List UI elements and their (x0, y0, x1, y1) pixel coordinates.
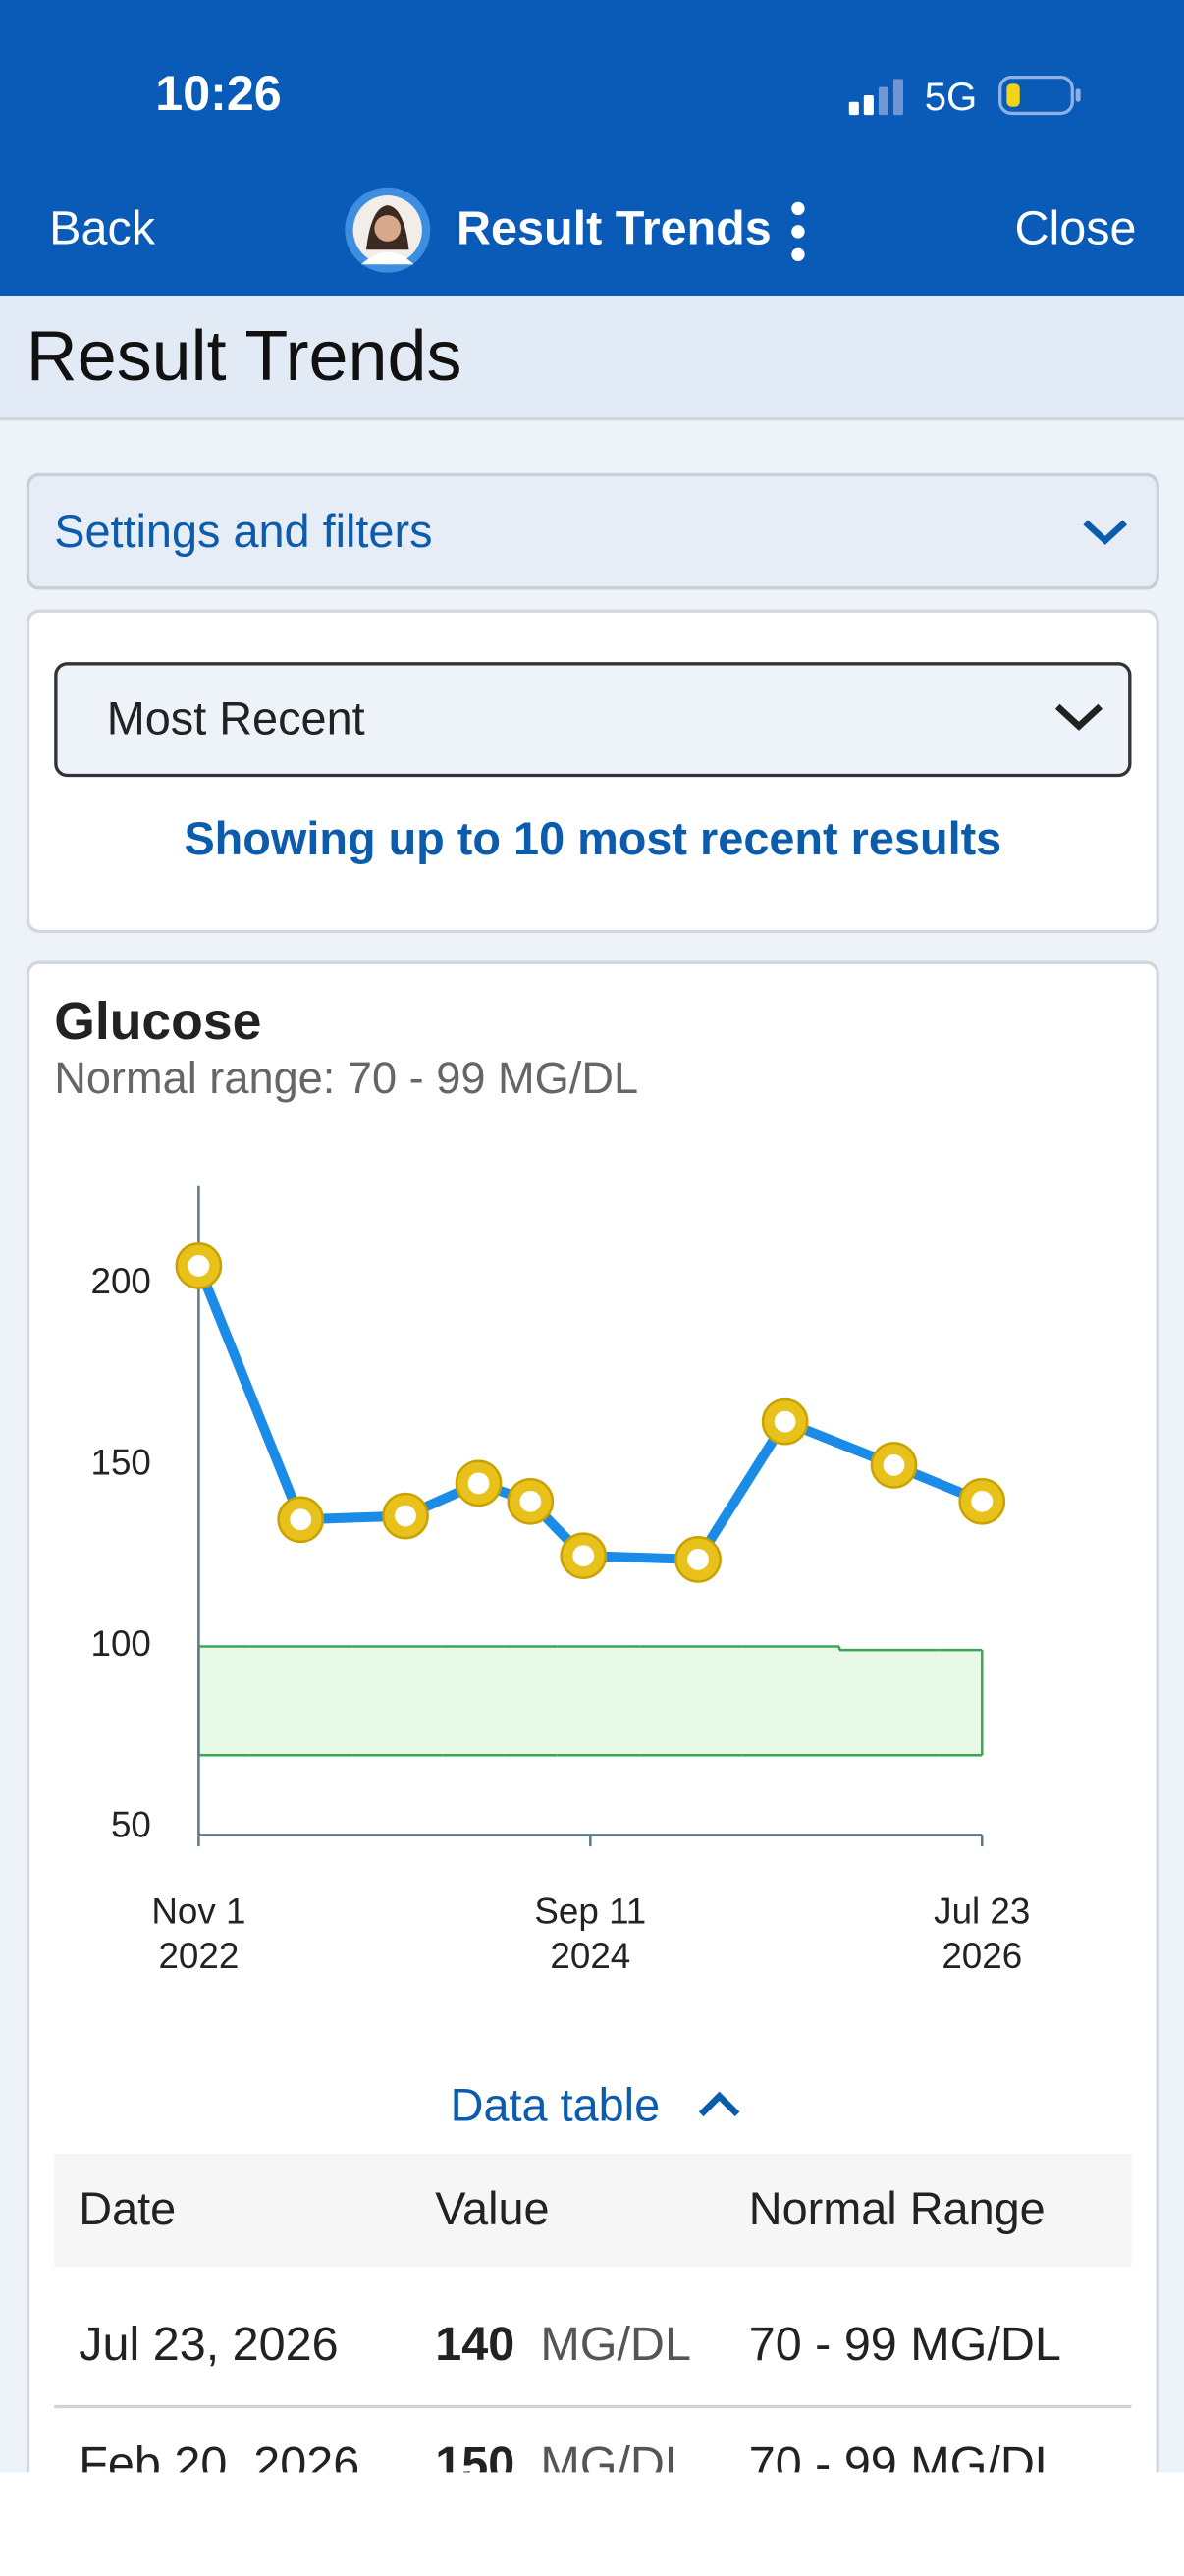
column-header: Value (435, 2183, 550, 2234)
data-point-edge (761, 1398, 809, 1446)
chevron-up (698, 2091, 740, 2117)
more-menu[interactable] (785, 200, 812, 263)
data-point (675, 1537, 721, 1582)
battery-icon (998, 75, 1081, 116)
clock: 10:26 (155, 67, 282, 122)
data-point-edge (277, 1496, 325, 1544)
cell-range: 70 - 99 MG/DL (748, 2319, 1061, 2372)
normal-band (442, 1646, 505, 1756)
normal-band (557, 1646, 641, 1756)
y-tick-label: 50 (111, 1805, 151, 1845)
title-bar (0, 296, 1184, 421)
back-button[interactable]: Back (49, 202, 156, 256)
chart: 50 100 150 200 (91, 1185, 1006, 1847)
data-point (508, 1479, 553, 1524)
data-point-edge (560, 1532, 608, 1580)
x-tick-label: Jul 23 2026 (934, 1891, 1031, 1977)
app: 10:26 5G Back Result Trends Close Result… (0, 0, 1184, 2473)
data-point (561, 1533, 606, 1578)
network: 5G (924, 75, 978, 121)
chevron-down (1054, 703, 1103, 731)
data-point-edge (507, 1477, 555, 1525)
normal-band (504, 1646, 558, 1756)
cell-value: 150 (435, 2439, 515, 2473)
cell-unit: MG/DL (540, 2439, 691, 2473)
normal-band (741, 1646, 840, 1756)
close-button[interactable]: Close (1014, 202, 1137, 256)
data-point (959, 1479, 1004, 1524)
x-tick-label: Nov 1 2022 (151, 1891, 246, 1977)
settings-label[interactable]: Settings and filters (54, 506, 433, 558)
data-point-edge (382, 1492, 429, 1540)
normal-band (938, 1650, 983, 1756)
signal-icon (848, 79, 903, 116)
data-point (383, 1494, 428, 1539)
cell-unit: MG/DL (540, 2319, 691, 2372)
data-point (176, 1243, 221, 1288)
data-line (193, 1264, 985, 1564)
chart-subtitle: Normal range: 70 - 99 MG/DL (54, 1054, 639, 1104)
data-point-edge (870, 1442, 918, 1489)
row-divider (54, 2404, 1132, 2409)
nav-title: Result Trends (457, 202, 772, 256)
data-point (871, 1443, 917, 1488)
normal-band (198, 1646, 250, 1756)
normal-band (640, 1646, 742, 1756)
cell-date: Feb 20, 2026 (79, 2439, 360, 2473)
column-header: Normal Range (748, 2183, 1046, 2234)
column-header: Date (79, 2183, 177, 2234)
select[interactable] (54, 662, 1132, 778)
table-header (54, 2153, 1132, 2268)
filter-note: Showing up to 10 most recent results (184, 812, 1002, 864)
data-point-edge (958, 1477, 1006, 1525)
normal-band (352, 1646, 443, 1756)
data-point (763, 1399, 808, 1445)
data-point-edge (674, 1536, 722, 1583)
y-tick-label: 150 (91, 1443, 151, 1483)
normal-band (249, 1646, 353, 1756)
cell-date: Jul 23, 2026 (79, 2319, 339, 2372)
normal-band (839, 1650, 939, 1756)
data-point (278, 1497, 323, 1542)
settings-panel[interactable] (26, 472, 1159, 590)
chevron-down (1083, 520, 1128, 545)
data-point-edge (455, 1459, 503, 1507)
y-tick-label: 100 (91, 1623, 151, 1664)
header (0, 0, 1184, 297)
avatar[interactable] (342, 184, 434, 276)
table-toggle[interactable]: Data table (450, 2079, 661, 2131)
cell-range: 70 - 99 MG/DL (748, 2439, 1061, 2473)
y-tick-label: 200 (91, 1261, 151, 1301)
cell-value: 140 (435, 2319, 515, 2372)
page-title: Result Trends (26, 317, 462, 397)
data-point-edge (175, 1242, 223, 1289)
data-point (456, 1460, 502, 1506)
chart-title: Glucose (54, 991, 262, 1051)
select-value[interactable]: Most Recent (106, 692, 365, 744)
x-tick-label: Sep 11 2024 (534, 1891, 647, 1977)
